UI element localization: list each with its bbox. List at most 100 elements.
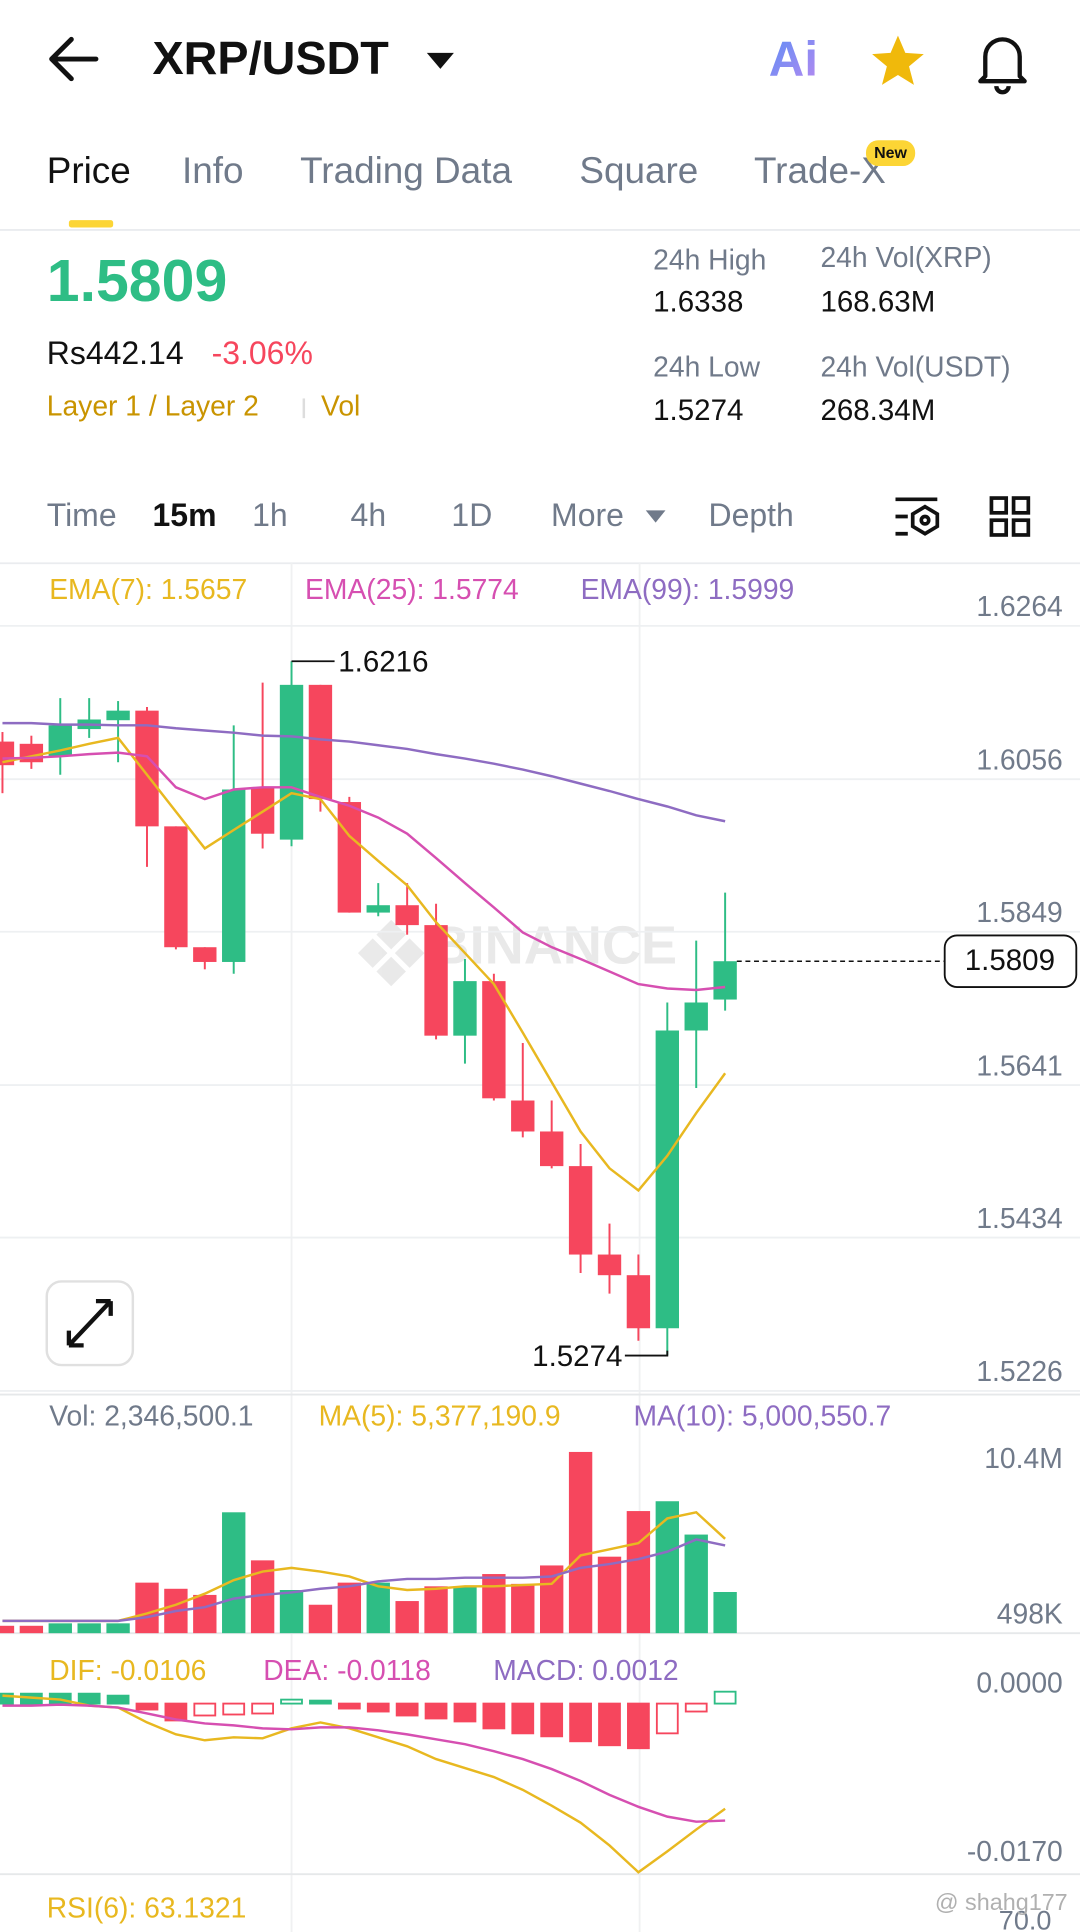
candle-body — [135, 710, 159, 827]
volume-bar — [684, 1534, 708, 1634]
volume-bar — [482, 1574, 506, 1634]
indicator-legend: EMA(25): 1.5774 — [305, 573, 519, 605]
volume-bar — [135, 1582, 159, 1634]
bell-icon[interactable] — [978, 37, 1027, 95]
volume-bar — [424, 1586, 448, 1634]
candle-body — [279, 684, 304, 840]
interval[interactable]: Depth — [709, 497, 794, 533]
candle-body — [597, 1254, 622, 1276]
y-tick-label: 1.6264 — [976, 590, 1062, 622]
candle-body — [511, 1100, 535, 1132]
macd-bar — [309, 1699, 332, 1705]
volume-bar — [511, 1583, 535, 1634]
low-marker — [624, 1350, 669, 1357]
last-price-label: 1.5809 — [965, 944, 1055, 977]
indicator-line — [2, 751, 726, 992]
macd-bar — [684, 1702, 708, 1713]
rsi-legend: RSI(6): 63.1321 — [47, 1891, 247, 1923]
interval[interactable]: 4h — [351, 497, 387, 533]
y-tick-label: 0.0000 — [976, 1667, 1062, 1699]
macd-bar — [540, 1702, 564, 1738]
volume-bar — [453, 1586, 477, 1634]
volume-bar — [193, 1594, 217, 1634]
interval[interactable]: Time — [47, 497, 117, 533]
macd-bar — [627, 1702, 650, 1750]
more-dropdown[interactable] — [645, 510, 666, 523]
y-tick-label: 1.5641 — [976, 1049, 1062, 1081]
new-badge — [865, 140, 916, 167]
ai-button[interactable]: Ai — [769, 32, 818, 87]
interval[interactable]: 1h — [252, 497, 288, 533]
candle-body — [106, 710, 130, 721]
indicator-line — [2, 736, 727, 1193]
interval[interactable]: 1D — [451, 497, 492, 533]
candle-body — [366, 905, 390, 913]
macd-bar — [366, 1702, 390, 1713]
macd-bar — [598, 1702, 621, 1747]
candle-body — [337, 802, 362, 913]
volume-bar — [77, 1623, 101, 1634]
volume-bar — [713, 1591, 737, 1634]
favorite-star[interactable] — [872, 35, 924, 85]
tag[interactable]: Layer 1 / Layer 2 — [47, 390, 259, 422]
volume-bar — [222, 1512, 246, 1634]
interval[interactable]: More — [551, 497, 624, 533]
tab-indicator — [68, 220, 114, 228]
volume-bar — [626, 1511, 651, 1634]
tab[interactable]: Trade-X — [754, 150, 886, 191]
interval[interactable]: 15m — [153, 497, 217, 533]
price-change: -3.06% — [212, 335, 313, 371]
tab[interactable]: Price — [47, 150, 131, 191]
volume-bar — [540, 1565, 564, 1634]
volume-bar — [366, 1582, 390, 1634]
y-tick-label: 1.5226 — [976, 1355, 1062, 1387]
tag[interactable]: Vol — [321, 390, 360, 422]
volume-legend: Vol: 2,346,500.1 — [49, 1399, 253, 1431]
candle-body — [482, 981, 506, 1099]
volume-bar — [655, 1501, 679, 1634]
y-tick-label: 1.5434 — [976, 1202, 1062, 1234]
macd-bar — [453, 1702, 477, 1723]
macd-bar — [77, 1692, 101, 1705]
indicator-legend: EMA(7): 1.5657 — [49, 573, 247, 605]
candle-body — [568, 1166, 593, 1255]
last-price-box — [943, 934, 1078, 988]
user-watermark: @ shahg177 — [935, 1889, 1068, 1915]
rsi-tick-label: 70.0 — [999, 1905, 1052, 1932]
volume-bar — [19, 1625, 44, 1634]
indicator-legend: DIF: -0.0106 — [49, 1654, 206, 1686]
volume-bar — [106, 1623, 130, 1634]
indicator-legend: MA(10): 5,000,550.7 — [633, 1399, 891, 1431]
macd-bar — [135, 1702, 159, 1711]
macd-bar — [193, 1702, 217, 1717]
stat-label: 24h Vol(USDT) — [820, 350, 1010, 382]
volume-bar — [250, 1560, 275, 1634]
y-tick-label: -0.0170 — [967, 1835, 1063, 1867]
candle-body — [164, 826, 188, 948]
macd-bar — [0, 1692, 14, 1705]
macd-bar — [511, 1702, 535, 1735]
back-button[interactable] — [49, 36, 99, 82]
indicator-line — [2, 1694, 726, 1874]
indicator-line — [2, 1703, 726, 1823]
fullscreen-button[interactable] — [45, 1280, 135, 1367]
tab[interactable]: Trading Data — [300, 150, 512, 191]
chart-settings-icon[interactable] — [895, 497, 940, 536]
tab[interactable]: Square — [579, 150, 698, 191]
pair-title[interactable]: XRP/USDT — [153, 32, 390, 84]
candle-body — [540, 1131, 564, 1167]
volume-bar — [568, 1451, 593, 1634]
stat-label: 24h Low — [653, 350, 760, 382]
stat-value: 168.63M — [820, 286, 935, 319]
candle-body — [222, 789, 246, 962]
candle-body — [395, 905, 419, 926]
high-label: 1.6216 — [338, 646, 428, 679]
candle-body — [684, 1002, 708, 1031]
macd-bar — [222, 1702, 246, 1716]
layout-icon[interactable] — [989, 496, 1031, 537]
pair-dropdown[interactable] — [426, 52, 454, 69]
tab[interactable]: Info — [182, 150, 244, 191]
indicator-line — [2, 1538, 726, 1623]
volume-bar — [597, 1556, 622, 1634]
